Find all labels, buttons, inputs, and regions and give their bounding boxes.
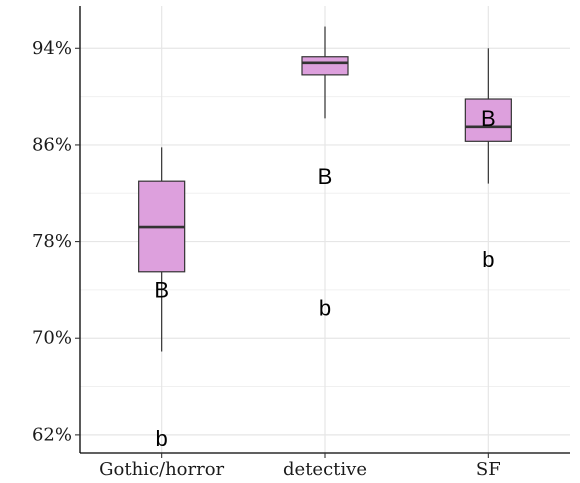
annotation-label: b [482, 247, 494, 272]
y-axis-ticks: 62% 70% 78% 86% 94% [32, 38, 80, 445]
box-sf [464, 48, 512, 184]
annotation-label: B [318, 164, 333, 189]
x-tick-label: detective [283, 459, 367, 480]
y-tick-label: 86% [32, 134, 72, 155]
box-gothic-horror [138, 147, 186, 352]
annotations: Bb Bb Bb [154, 106, 495, 451]
y-tick-label: 94% [32, 38, 72, 59]
annotation-label: b [156, 426, 168, 451]
annotation-label: b [319, 296, 331, 321]
box-body [301, 56, 349, 76]
box-series [138, 26, 512, 352]
x-axis-ticks: Gothic/horror detective SF [99, 453, 501, 480]
y-tick-label: 62% [32, 424, 72, 445]
y-tick-label: 78% [32, 231, 72, 252]
annotation-label: B [481, 106, 496, 131]
box-body [464, 98, 512, 142]
x-tick-label: SF [476, 459, 501, 480]
annotation-label: B [154, 277, 169, 302]
box-detective [301, 26, 349, 119]
x-tick-label: Gothic/horror [99, 459, 224, 480]
y-tick-label: 70% [32, 328, 72, 349]
